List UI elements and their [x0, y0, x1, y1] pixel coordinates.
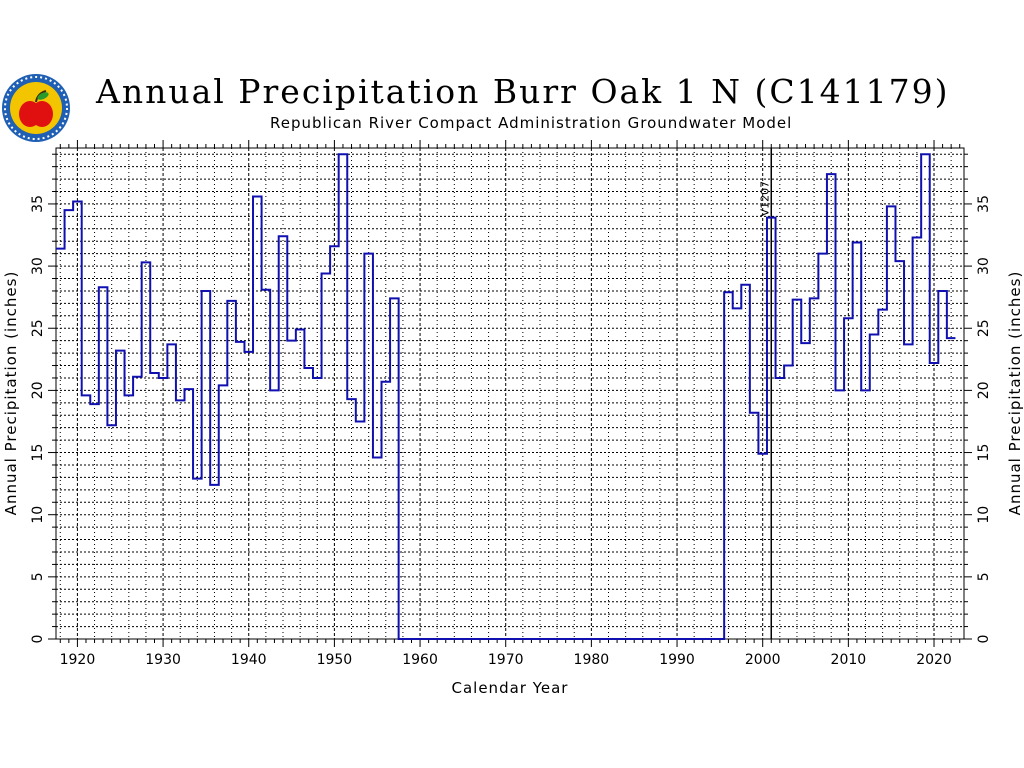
- apple-seal-logo-icon: [2, 74, 70, 142]
- tick-layer: 1920 1930 1940 1950 1960 1970 1980 1990 2000 2010…: [30, 140, 992, 668]
- y-tick-label-left: 5: [30, 572, 46, 581]
- chart-title: Annual Precipitation Burr Oak 1 N (C1411…: [96, 72, 950, 111]
- y-tick-label-left: 10: [30, 506, 46, 524]
- x-tick-label: 2020: [916, 652, 952, 668]
- annotation-marker-label: V1207: [758, 181, 771, 217]
- y-tick-label-right: 30: [976, 257, 992, 275]
- y-tick-label-right: 35: [976, 195, 992, 213]
- y-tick-label-left: 30: [30, 257, 46, 275]
- y-tick-label-left: 25: [30, 319, 46, 337]
- y-tick-label-left: 35: [30, 195, 46, 213]
- y-tick-label-right: 0: [976, 635, 992, 644]
- y-axis-label-right: Annual Precipitation (inches): [1006, 271, 1024, 516]
- x-axis-label: Calendar Year: [452, 679, 569, 697]
- x-tick-label: 2000: [745, 652, 781, 668]
- x-tick-label: 1930: [145, 652, 181, 668]
- y-axis-label-left: Annual Precipitation (inches): [2, 271, 20, 516]
- marker-layer: V1207: [758, 148, 773, 639]
- y-tick-label-right: 20: [976, 381, 992, 399]
- x-tick-label: 1970: [488, 652, 524, 668]
- chart-subtitle: Republican River Compact Administration …: [270, 114, 793, 132]
- x-tick-label: 2010: [831, 652, 867, 668]
- x-tick-label: 1940: [231, 652, 267, 668]
- y-tick-label-left: 0: [30, 635, 46, 644]
- y-tick-label-right: 25: [976, 319, 992, 337]
- grid-layer: [56, 148, 964, 639]
- y-tick-label-right: 5: [976, 572, 992, 581]
- y-tick-label-right: 15: [976, 444, 992, 462]
- x-tick-label: 1920: [60, 652, 96, 668]
- y-tick-label-left: 15: [30, 444, 46, 462]
- x-tick-label: 1980: [574, 652, 610, 668]
- x-tick-label: 1960: [402, 652, 438, 668]
- precipitation-series-line: [56, 153, 956, 640]
- x-tick-label: 1990: [659, 652, 695, 668]
- y-tick-label-right: 10: [976, 506, 992, 524]
- x-tick-label: 1950: [317, 652, 353, 668]
- y-tick-label-left: 20: [30, 381, 46, 399]
